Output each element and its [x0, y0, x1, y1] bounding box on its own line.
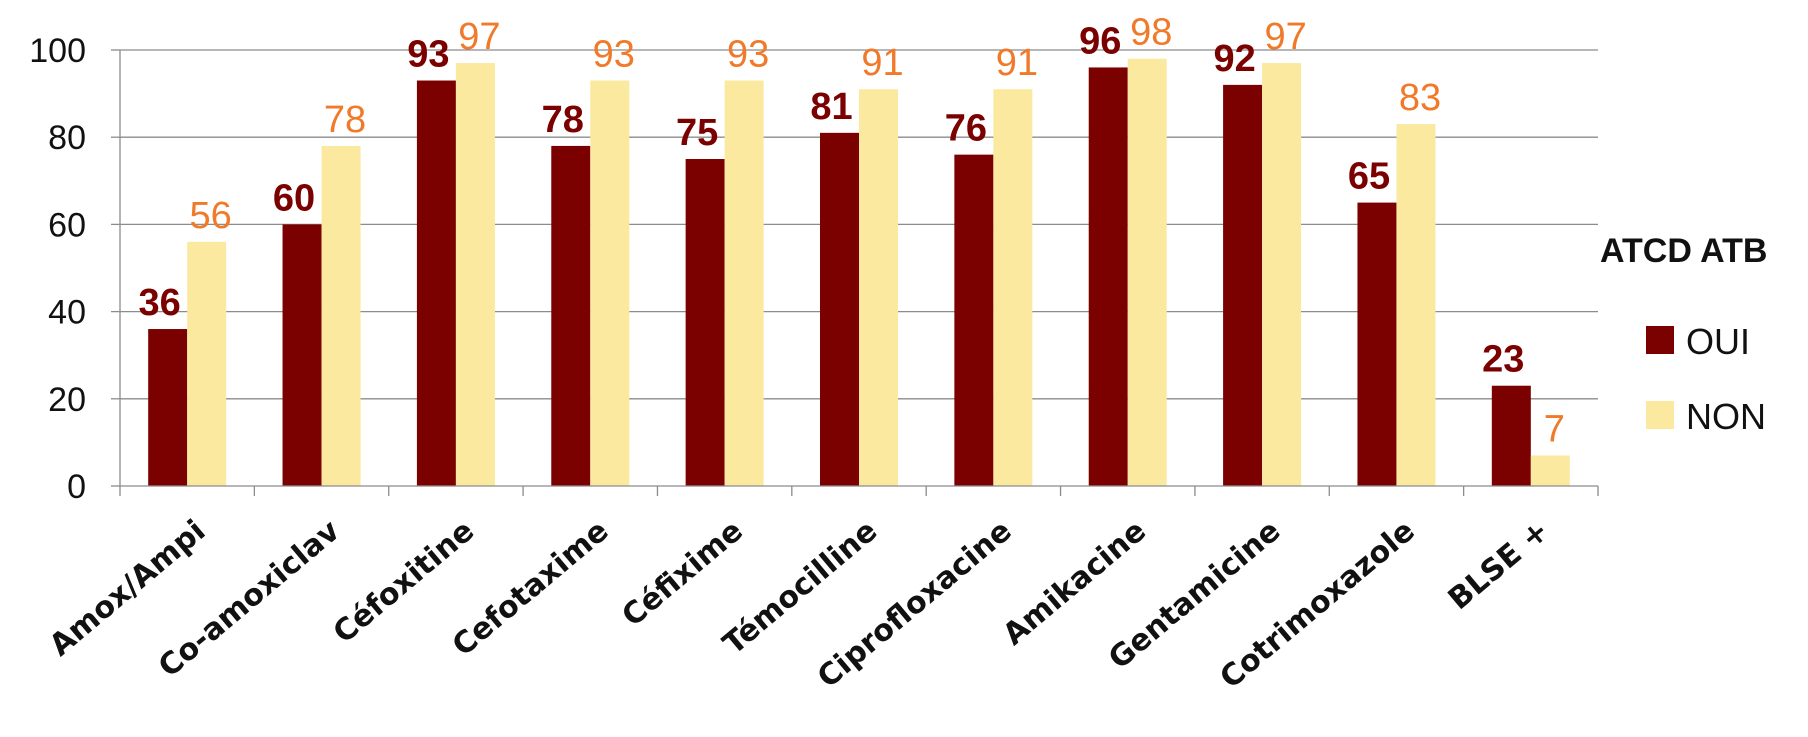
bar-oui	[551, 145, 591, 487]
x-tick-label: Céfixime	[616, 513, 750, 634]
axes	[119, 50, 1599, 496]
data-label-oui: 96	[1079, 20, 1121, 62]
legend-swatch-non	[1646, 401, 1674, 429]
x-tick-label: BLSE +	[1442, 513, 1556, 617]
legend-label-oui: OUI	[1686, 321, 1750, 362]
bar-oui	[1357, 202, 1397, 486]
data-label-non: 98	[1130, 12, 1172, 54]
data-label-non: 7	[1544, 408, 1565, 450]
data-label-oui: 78	[542, 99, 584, 141]
data-label-non: 93	[593, 34, 635, 76]
bar-non	[1396, 124, 1436, 487]
bar-non	[1262, 63, 1302, 487]
data-label-non: 91	[861, 42, 903, 84]
bar-non	[724, 80, 764, 487]
bar-oui	[416, 80, 456, 487]
data-label-oui: 81	[810, 86, 852, 128]
data-label-oui: 92	[1213, 38, 1255, 80]
legend-label-non: NON	[1686, 396, 1766, 437]
data-label-oui: 76	[945, 108, 987, 150]
bar-oui	[148, 329, 188, 486]
data-label-non: 56	[190, 195, 232, 237]
legend-title: ATCD ATB	[1600, 232, 1767, 270]
bar-oui	[1223, 84, 1263, 486]
data-label-oui: 93	[407, 34, 449, 76]
data-label-non: 83	[1399, 77, 1441, 119]
data-label-non: 78	[324, 99, 366, 141]
data-label-non: 97	[1264, 16, 1306, 58]
bar-oui	[685, 159, 725, 486]
bar-non	[993, 89, 1033, 487]
y-tick-label: 60	[48, 206, 86, 244]
data-label-oui: 60	[273, 177, 315, 219]
bar-non	[859, 89, 898, 487]
legend: ATCD ATB OUI NON	[1600, 232, 1767, 437]
data-label-non: 93	[727, 34, 769, 76]
bar-oui	[954, 154, 994, 486]
data-label-non: 91	[996, 42, 1038, 84]
data-label-non: 97	[458, 16, 500, 58]
x-tick-labels: Amox/AmpiCo-amoxiclavCéfoxitineCefotaxim…	[43, 513, 1556, 696]
bar-non	[1127, 58, 1167, 486]
data-label-oui: 75	[676, 112, 718, 154]
bar-non	[455, 63, 495, 487]
data-label-oui: 36	[139, 282, 181, 324]
bars	[148, 58, 1570, 487]
bar-oui	[1491, 385, 1531, 486]
bar-non	[321, 145, 361, 487]
bar-non	[187, 241, 227, 486]
y-tick-label: 0	[67, 468, 86, 506]
y-tick-label: 40	[48, 294, 86, 332]
legend-swatch-oui	[1646, 326, 1674, 354]
bar-non	[590, 80, 630, 487]
y-tick-label: 80	[48, 119, 86, 157]
bar-oui	[282, 224, 322, 486]
bar-oui	[820, 132, 859, 486]
y-tick-label: 100	[29, 32, 86, 70]
data-label-oui: 65	[1348, 156, 1390, 198]
bar-non	[1530, 455, 1570, 486]
data-label-oui: 23	[1482, 339, 1524, 381]
y-tick-label: 20	[48, 381, 86, 419]
y-tick-labels: 0 20 40 60 80 100	[29, 32, 86, 506]
bar-oui	[1088, 67, 1128, 486]
